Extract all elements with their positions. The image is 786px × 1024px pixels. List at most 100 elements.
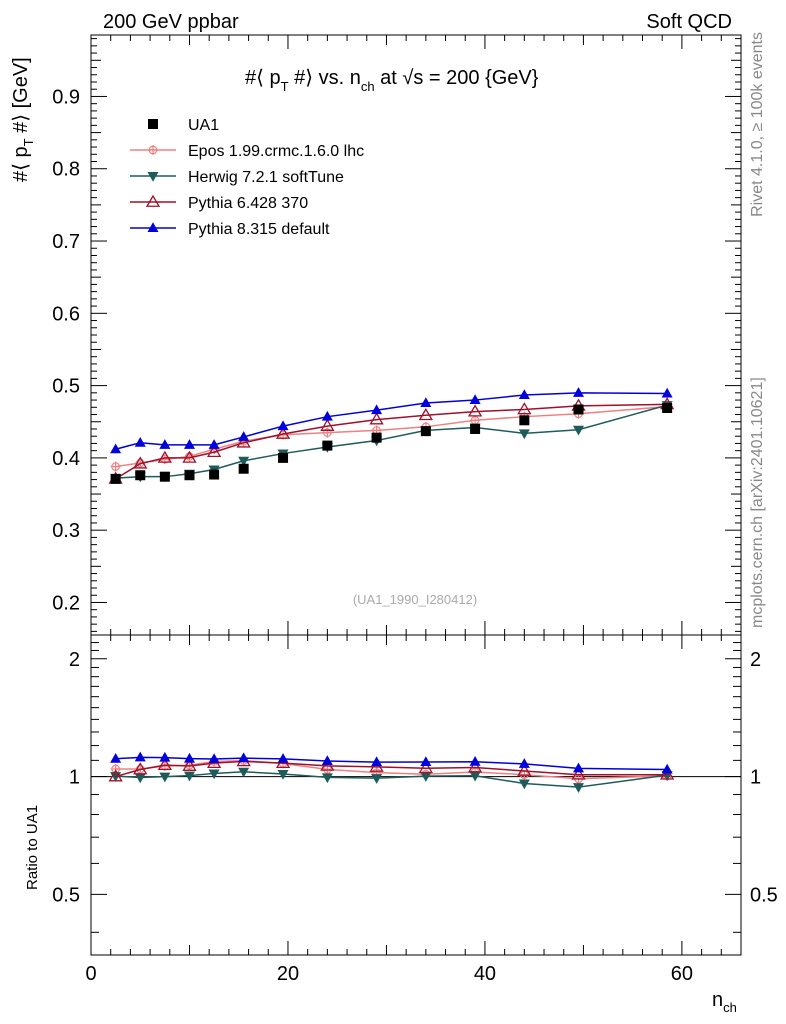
point-ua1	[519, 415, 530, 426]
y-axis-label: #⟨ pT #⟩ [GeV]	[10, 57, 36, 182]
ratio-point-herwig-7-2-1-softtune	[238, 767, 250, 778]
point-ua1	[322, 440, 333, 451]
ratio-point-pythia-8-315-default	[371, 756, 383, 767]
y-tick-label: 0.5	[52, 376, 80, 398]
point-herwig-7-2-1-softtune	[238, 456, 250, 467]
ratio-tick-label: 0.5	[750, 884, 778, 906]
ratio-point-pythia-8-315-default	[110, 753, 122, 763]
point-pythia-8-315-default	[518, 389, 530, 399]
ratio-tick-label: 2	[750, 649, 761, 671]
ratio-series	[108, 751, 675, 793]
ratio-point-pythia-8-315-default	[661, 763, 673, 774]
point-pythia-6-428-370	[182, 450, 197, 463]
ratio-axis-label: Ratio to UA1	[24, 805, 41, 890]
x-tick-label: 0	[85, 963, 96, 985]
ratio-tick-label: 0.5	[52, 884, 80, 906]
point-pythia-8-315-default	[420, 397, 432, 407]
ratio-tick-label: 1	[750, 767, 761, 789]
ratio-point-pythia-6-428-370	[182, 758, 197, 771]
ratio-point-pythia-6-428-370	[320, 758, 335, 771]
point-pythia-6-428-370	[418, 407, 433, 421]
point-ua1	[420, 426, 431, 437]
point-ua1	[371, 432, 382, 443]
y-tick-label: 0.3	[52, 520, 80, 542]
point-pythia-8-315-default	[573, 387, 584, 397]
ratio-point-herwig-7-2-1-softtune	[371, 774, 383, 784]
ratio-point-pythia-8-315-default	[518, 758, 530, 768]
point-pythia-8-315-default	[661, 387, 673, 398]
point-pythia-6-428-370	[206, 444, 222, 458]
point-pythia-8-315-default	[208, 439, 220, 449]
series-line-pythia-8-315-default	[115, 392, 668, 450]
ratio-tick-label: 2	[69, 649, 80, 671]
header-left: 200 GeV ppbar	[103, 11, 239, 33]
legend-marker-pythia-6-428-370	[145, 194, 161, 207]
point-ua1	[159, 471, 170, 482]
x-tick-label: 40	[474, 963, 496, 985]
legend-label-epos-1-99-crmc-1-6-0-lhc: Epos 1.99.crmc.1.6.0 lhc	[188, 143, 364, 160]
ratio-point-pythia-8-315-default	[277, 753, 289, 763]
point-pythia-8-315-default	[321, 410, 333, 421]
point-pythia-8-315-default	[134, 436, 146, 447]
y-tick-label: 0.7	[52, 231, 80, 253]
point-pythia-6-428-370	[157, 450, 172, 463]
point-ua1	[470, 423, 481, 434]
y-tick-label: 0.6	[52, 303, 80, 325]
ratio-point-herwig-7-2-1-softtune	[518, 779, 530, 790]
legend-marker-ua1	[148, 119, 158, 129]
main-series	[108, 387, 675, 484]
x-tick-label: 60	[671, 963, 693, 985]
legend-label-ua1: UA1	[188, 117, 219, 134]
point-pythia-8-315-default	[469, 394, 481, 405]
ratio-point-herwig-7-2-1-softtune	[208, 769, 220, 780]
point-pythia-8-315-default	[183, 439, 195, 449]
header-right: Soft QCD	[646, 11, 732, 33]
ratio-line-epos-1-99-crmc-1-6-0-lhc	[115, 759, 668, 780]
point-pythia-6-428-370	[369, 412, 384, 425]
point-pythia-6-428-370	[275, 426, 291, 439]
ratio-point-herwig-7-2-1-softtune	[159, 772, 171, 783]
ratio-point-pythia-6-428-370	[418, 760, 433, 774]
point-ua1	[110, 473, 121, 484]
series-line-epos-1-99-crmc-1-6-0-lhc	[115, 405, 668, 468]
ratio-point-pythia-6-428-370	[467, 760, 483, 773]
mcplots-label: mcplots.cern.ch [arXiv:2401.10621]	[749, 377, 766, 628]
ratio-point-pythia-6-428-370	[108, 769, 123, 782]
ratio-point-herwig-7-2-1-softtune	[420, 772, 432, 782]
legend-marker-pythia-8-315-default	[147, 222, 159, 232]
ratio-point-herwig-7-2-1-softtune	[134, 773, 146, 784]
y-tick-label: 0.8	[52, 159, 80, 181]
ratio-point-herwig-7-2-1-softtune	[321, 773, 333, 784]
y-tick-label: 0.2	[52, 592, 80, 614]
ratio-point-herwig-7-2-1-softtune	[183, 771, 195, 782]
ratio-point-pythia-6-428-370	[517, 763, 532, 776]
chart-title: #⟨ pT #⟩ vs. nch at √s = 200 {GeV}	[245, 67, 539, 94]
axes: 0 20 40 60 0.2 0.3 0.4 0.5 0.6 0.7 0.8 0.9 0.5 0.5 1 1 2…	[52, 35, 778, 985]
point-pythia-8-315-default	[277, 420, 289, 431]
x-tick-label: 20	[277, 963, 299, 985]
point-pythia-6-428-370	[133, 456, 148, 469]
point-pythia-6-428-370	[320, 418, 335, 431]
ratio-point-pythia-8-315-default	[238, 752, 250, 763]
series-line-herwig-7-2-1-softtune	[115, 404, 668, 479]
point-ua1	[209, 469, 220, 480]
point-pythia-8-315-default	[159, 439, 171, 449]
point-herwig-7-2-1-softtune	[518, 429, 530, 440]
ratio-plot-frame	[90, 634, 742, 956]
analysis-watermark: (UA1_1990_I280412)	[353, 592, 477, 607]
ratio-point-herwig-7-2-1-softtune	[277, 770, 289, 780]
legend-label-pythia-8-315-default: Pythia 8.315 default	[188, 221, 330, 238]
ratio-point-pythia-8-315-default	[183, 752, 195, 763]
point-herwig-7-2-1-softtune	[573, 425, 584, 436]
ratio-point-pythia-8-315-default	[208, 753, 220, 764]
ratio-point-pythia-8-315-default	[420, 756, 432, 767]
point-pythia-8-315-default	[371, 404, 383, 415]
ratio-tick-label: 1	[69, 767, 80, 789]
legend-label-herwig-7-2-1-softtune: Herwig 7.2.1 softTune	[188, 169, 344, 186]
y-tick-label: 0.4	[52, 448, 80, 470]
point-ua1	[184, 470, 195, 481]
legend-marker-herwig-7-2-1-softtune	[147, 172, 159, 182]
point-pythia-6-428-370	[517, 402, 532, 415]
ratio-point-pythia-8-315-default	[134, 751, 146, 762]
